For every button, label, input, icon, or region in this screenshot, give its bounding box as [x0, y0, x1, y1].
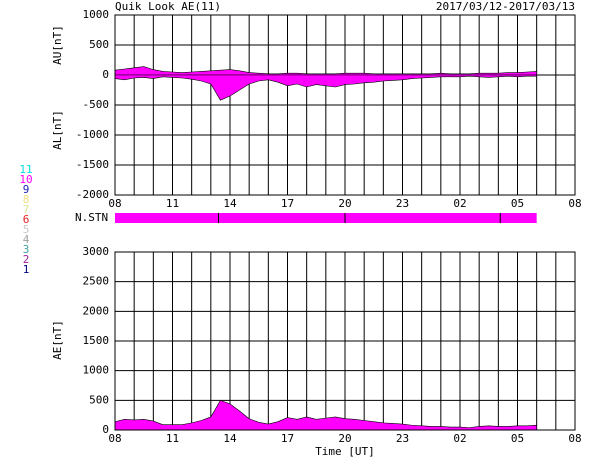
y-tick-label: -1000 — [76, 128, 109, 141]
y-tick-label: 1000 — [83, 364, 110, 377]
station-label: N.STN — [75, 211, 108, 224]
x-tick-label: 02 — [453, 432, 466, 445]
x-tick-label: 23 — [396, 432, 409, 445]
legend-label: 2 — [23, 253, 30, 266]
y-tick-label: 3000 — [83, 245, 110, 258]
y-tick-label: 1000 — [83, 8, 110, 21]
legend-label: 5 — [23, 223, 30, 236]
station-bar — [115, 213, 537, 223]
x-tick-label: 17 — [281, 197, 294, 210]
plot-frame — [114, 14, 576, 196]
x-tick-label: 11 — [166, 197, 179, 210]
area — [114, 66, 537, 76]
chart-title: Quik Look AE(11) — [115, 0, 221, 13]
x-tick-label: 08 — [108, 197, 121, 210]
y-tick-label: 2000 — [83, 304, 110, 317]
x-tick-label: 23 — [396, 197, 409, 210]
plot-frame — [114, 251, 576, 431]
x-tick-label: 14 — [223, 432, 237, 445]
y-tick-label: -2000 — [76, 188, 109, 201]
x-tick-label: 02 — [453, 197, 466, 210]
date-range: 2017/03/12-2017/03/13 — [436, 0, 575, 13]
y-tick-label: -500 — [83, 98, 110, 111]
area — [114, 74, 537, 101]
legend-label: 6 — [23, 213, 30, 226]
legend-label: 9 — [23, 183, 30, 196]
x-tick-label: 08 — [568, 432, 581, 445]
axis-label: AL[nT] — [51, 110, 64, 150]
x-tick-label: 20 — [338, 432, 351, 445]
legend-label: 7 — [23, 203, 30, 216]
y-tick-label: 0 — [102, 423, 109, 436]
legend-label: 11 — [19, 163, 32, 176]
legend-label: 1 — [23, 263, 30, 276]
x-tick-label: 05 — [511, 197, 524, 210]
x-tick-label: 20 — [338, 197, 351, 210]
axis-label: AE[nT] — [51, 320, 64, 360]
x-tick-label: 05 — [511, 432, 524, 445]
legend-label: 10 — [19, 173, 32, 186]
x-axis-label: Time [UT] — [315, 445, 375, 458]
x-tick-label: 11 — [166, 432, 179, 445]
y-tick-label: -1500 — [76, 158, 109, 171]
area — [114, 399, 537, 431]
y-tick-label: 0 — [102, 68, 109, 81]
legend-label: 3 — [23, 243, 30, 256]
legend-label: 8 — [23, 193, 30, 206]
x-tick-label: 14 — [223, 197, 237, 210]
x-tick-label: 08 — [108, 432, 121, 445]
y-tick-label: 1500 — [83, 334, 110, 347]
y-tick-label: 500 — [89, 38, 109, 51]
x-tick-label: 08 — [568, 197, 581, 210]
x-tick-label: 17 — [281, 432, 294, 445]
axis-label: AU[nT] — [51, 25, 64, 65]
y-tick-label: 500 — [89, 393, 109, 406]
y-tick-label: 2500 — [83, 275, 110, 288]
legend-label: 4 — [23, 233, 30, 246]
